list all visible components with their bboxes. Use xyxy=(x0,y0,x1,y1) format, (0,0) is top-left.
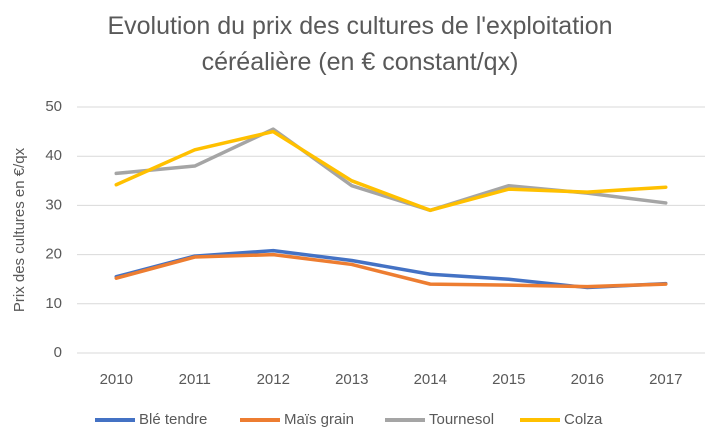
chart-title: Evolution du prix des cultures de l'expl… xyxy=(107,12,613,76)
x-tick-label: 2017 xyxy=(649,371,682,388)
legend-label: Tournesol xyxy=(429,411,494,428)
x-tick-label: 2011 xyxy=(179,371,211,388)
legend-label: Maïs grain xyxy=(284,411,354,428)
x-tick-label: 2010 xyxy=(100,371,133,388)
series-line xyxy=(114,252,668,289)
y-axis-label: Prix des cultures en €/qx xyxy=(11,147,28,312)
x-tick-label: 2016 xyxy=(571,371,604,388)
y-tick-label: 40 xyxy=(45,147,62,164)
y-tick-label: 0 xyxy=(54,344,62,361)
y-tick-label: 20 xyxy=(45,246,62,263)
y-tick-label: 30 xyxy=(45,196,62,213)
legend-label: Blé tendre xyxy=(139,411,207,428)
x-tick-label: 2012 xyxy=(257,371,290,388)
series-line xyxy=(114,127,668,213)
series-line xyxy=(114,129,668,213)
x-tick-label: 2013 xyxy=(335,371,368,388)
x-tick-label: 2015 xyxy=(492,371,525,388)
y-tick-label: 10 xyxy=(45,295,62,312)
y-tick-label: 50 xyxy=(45,98,62,115)
x-tick-label: 2014 xyxy=(414,371,447,388)
legend-label: Colza xyxy=(564,411,603,428)
